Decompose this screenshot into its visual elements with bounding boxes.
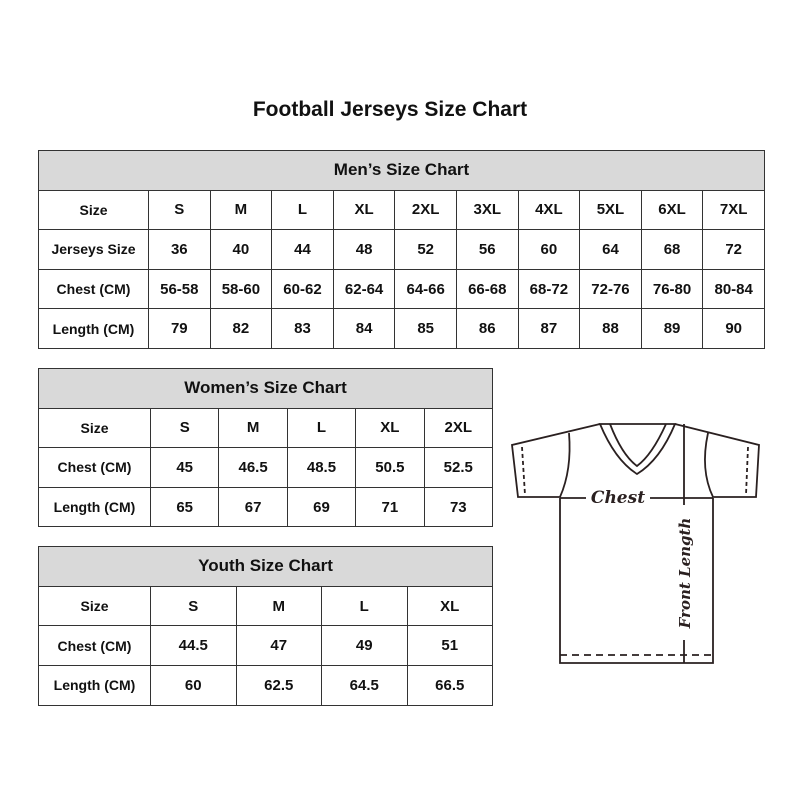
- women-table-header: Women’s Size Chart: [38, 368, 493, 409]
- table-row: Length (CM) 79 82 83 84 85 86 87 88 89 90: [38, 308, 765, 349]
- table-cell: 67: [218, 486, 288, 528]
- front-length-label: Front Length: [676, 518, 694, 630]
- table-row: Size S M L XL: [38, 585, 493, 627]
- table-cell: L: [271, 189, 334, 231]
- table-cell: 60: [517, 229, 581, 270]
- page-title: Football Jerseys Size Chart: [252, 98, 528, 121]
- table-cell: XL: [332, 189, 396, 231]
- table-cell: 48.5: [286, 447, 357, 488]
- table-cell: 62.5: [235, 665, 322, 706]
- row-label: Chest (CM): [38, 625, 151, 667]
- table-cell: 86: [455, 308, 519, 349]
- table-cell: 85: [394, 308, 457, 349]
- table-row: Chest (CM) 44.5 47 49 51: [38, 625, 493, 667]
- table-cell: 64.5: [321, 665, 408, 706]
- mens-size-table: Men’s Size Chart Size S M L XL 2XL 3XL 4XL 5XL 6XL…: [38, 150, 765, 349]
- table-cell: 49: [321, 625, 408, 667]
- womens-size-table: Women’s Size Chart Size S M L XL 2XL Chest (CM)…: [38, 368, 494, 528]
- table-cell: 72-76: [579, 268, 642, 310]
- youth-size-table: Youth Size Chart Size S M L XL Chest (CM) 44.5 4…: [38, 546, 493, 706]
- table-cell: 71: [355, 486, 425, 528]
- table-cell: 44: [271, 229, 334, 270]
- table-cell: 73: [423, 486, 494, 528]
- table-cell: 48: [332, 229, 396, 270]
- table-cell: 36: [148, 229, 211, 270]
- row-label: Length (CM): [38, 665, 151, 706]
- table-cell: 6XL: [640, 189, 704, 231]
- table-cell: XL: [406, 585, 493, 627]
- table-cell: 68-72: [517, 268, 581, 310]
- table-row: Size S M L XL 2XL: [38, 407, 494, 449]
- table-row: Size S M L XL 2XL 3XL 4XL 5XL 6XL 7XL: [38, 189, 765, 231]
- table-cell: 76-80: [640, 268, 704, 310]
- row-label: Length (CM): [38, 486, 151, 528]
- chest-label: Chest: [591, 488, 645, 508]
- table-cell: 80-84: [702, 268, 765, 310]
- table-cell: 56-58: [148, 268, 211, 310]
- table-cell: 68: [640, 229, 704, 270]
- row-label: Size: [38, 407, 151, 449]
- table-cell: 45: [149, 447, 220, 488]
- table-cell: 66.5: [406, 665, 493, 706]
- row-label: Size: [38, 585, 151, 627]
- table-cell: L: [286, 407, 357, 449]
- table-cell: 62-64: [332, 268, 396, 310]
- table-row: Jerseys Size 36 40 44 48 52 56 60 64 68 72: [38, 229, 765, 270]
- table-cell: M: [218, 407, 288, 449]
- table-cell: XL: [355, 407, 425, 449]
- row-label: Chest (CM): [38, 447, 151, 488]
- table-cell: 47: [235, 625, 322, 667]
- table-cell: 88: [579, 308, 642, 349]
- table-cell: 44.5: [150, 625, 237, 667]
- table-cell: 51: [406, 625, 493, 667]
- table-cell: 87: [517, 308, 581, 349]
- table-cell: 2XL: [423, 407, 494, 449]
- row-label: Size: [38, 189, 149, 231]
- table-row: Length (CM) 60 62.5 64.5 66.5: [38, 665, 493, 706]
- table-cell: 52.5: [423, 447, 494, 488]
- table-cell: 66-68: [455, 268, 519, 310]
- table-row: Chest (CM) 45 46.5 48.5 50.5 52.5: [38, 447, 494, 488]
- youth-table-header: Youth Size Chart: [38, 546, 493, 587]
- table-cell: 5XL: [579, 189, 642, 231]
- table-cell: 69: [286, 486, 357, 528]
- table-cell: 65: [149, 486, 220, 528]
- row-label: Length (CM): [38, 308, 149, 349]
- table-cell: 79: [148, 308, 211, 349]
- table-cell: 7XL: [702, 189, 765, 231]
- table-cell: 82: [209, 308, 273, 349]
- table-cell: L: [321, 585, 408, 627]
- table-row: Length (CM) 65 67 69 71 73: [38, 486, 494, 528]
- table-cell: 90: [702, 308, 765, 349]
- table-cell: 84: [332, 308, 396, 349]
- table-cell: 60: [150, 665, 237, 706]
- table-cell: 40: [209, 229, 273, 270]
- table-cell: M: [235, 585, 322, 627]
- jersey-outline: [511, 423, 760, 664]
- table-cell: S: [150, 585, 237, 627]
- row-label: Jerseys Size: [38, 229, 149, 270]
- table-cell: 50.5: [355, 447, 425, 488]
- table-cell: 60-62: [271, 268, 334, 310]
- men-table-header: Men’s Size Chart: [38, 150, 765, 191]
